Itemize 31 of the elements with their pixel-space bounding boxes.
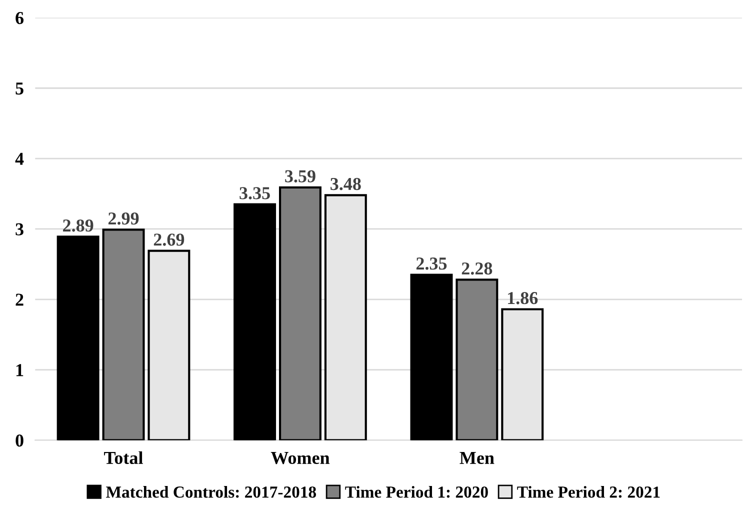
y-tick-label: 0 bbox=[16, 434, 24, 447]
data-label: 2.89 bbox=[63, 219, 94, 232]
data-label: 3.48 bbox=[330, 178, 361, 190]
x-tick-label: Women bbox=[270, 452, 330, 464]
bar bbox=[102, 228, 145, 440]
y-tick-label: 5 bbox=[16, 82, 24, 95]
x-tick-label: Total bbox=[104, 451, 143, 464]
bar bbox=[324, 194, 367, 440]
data-label: 2.69 bbox=[154, 234, 184, 246]
bar bbox=[56, 236, 100, 440]
bar bbox=[148, 250, 190, 440]
y-tick-label: 4 bbox=[15, 152, 24, 165]
y-tick-label: 1 bbox=[16, 364, 24, 376]
bar bbox=[456, 278, 498, 440]
x-tick-label: Men bbox=[460, 452, 494, 464]
legend-label: Time Period 2: 2021 bbox=[517, 486, 660, 498]
data-label: 2.28 bbox=[462, 262, 492, 275]
bar bbox=[278, 186, 322, 440]
data-label: 1.86 bbox=[508, 292, 538, 304]
data-label: 3.35 bbox=[240, 187, 270, 200]
legend-label: Time Period 1: 2020 bbox=[345, 486, 488, 498]
bar bbox=[501, 308, 544, 440]
legend-label: Matched Controls: 2017-2018 bbox=[106, 486, 316, 498]
data-label: 2.35 bbox=[416, 258, 447, 270]
y-tick-label: 3 bbox=[16, 223, 24, 236]
bar bbox=[410, 274, 453, 440]
y-tick-label: 2 bbox=[16, 294, 24, 306]
data-label: 3.59 bbox=[285, 170, 316, 182]
bar bbox=[234, 203, 276, 440]
y-tick-label: 6 bbox=[16, 12, 24, 24]
data-label: 2.99 bbox=[108, 212, 139, 225]
